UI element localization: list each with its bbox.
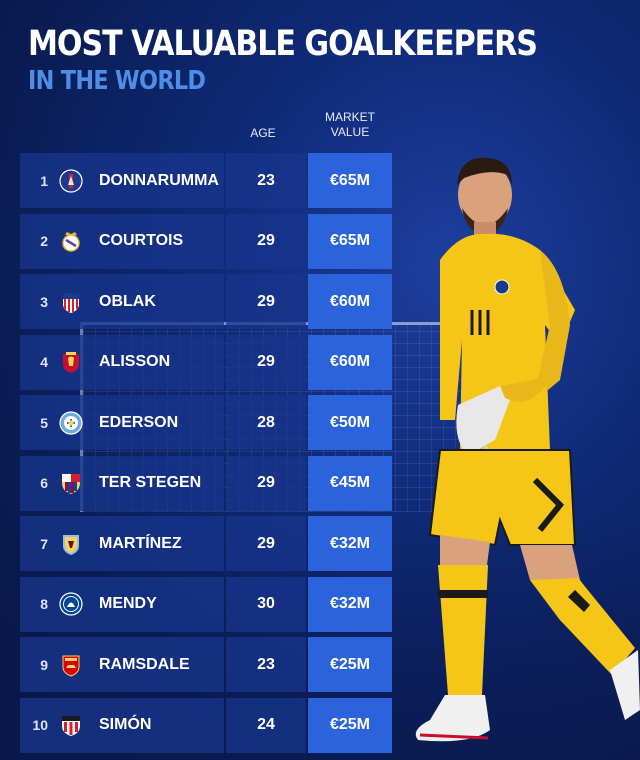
rank-number: 8 [40, 596, 48, 612]
player-age: 23 [226, 153, 306, 208]
rank-number: 3 [40, 293, 48, 310]
player-cell: 1 DONNARUMMA [20, 153, 224, 208]
player-market-value: €50M [308, 395, 392, 450]
player-name: ALISSON [99, 353, 171, 370]
player-name: EDERSON [99, 413, 179, 431]
age-column-header: AGE [250, 126, 276, 140]
player-cell: 9 RAMSDALE [20, 637, 224, 692]
player-market-value: €25M [308, 697, 392, 753]
player-name: OBLAK [99, 292, 156, 310]
player-age: 29 [226, 274, 306, 329]
player-cell: 8 MENDY [20, 576, 224, 632]
player-name: COURTOIS [99, 232, 184, 249]
player-age: 24 [226, 697, 306, 753]
rank-number: 4 [40, 354, 48, 370]
table-row: 8 MENDY 30 €32M [20, 576, 392, 632]
table-row: 1 DONNARUMMA 23 €65M [20, 153, 392, 208]
player-cell: 6 TER STEGEN [20, 455, 224, 511]
player-age: 28 [226, 395, 306, 450]
rank-number: 6 [40, 475, 48, 491]
rank-number: 7 [40, 535, 48, 552]
ranking-table: 1 DONNARUMMA 23 €65M 2 COURTOIS 29 €65M … [20, 153, 392, 758]
table-row: 6 TER STEGEN 29 €45M [20, 455, 392, 511]
player-age: 29 [226, 516, 306, 571]
player-age: 29 [226, 334, 306, 390]
player-market-value: €25M [308, 637, 392, 692]
player-market-value: €32M [308, 516, 392, 571]
goalkeeper-photo [400, 150, 640, 760]
table-row: 9 RAMSDALE 23 €25M [20, 637, 392, 692]
player-cell: 10 SIMÓN [20, 697, 224, 753]
barcelona-crest-icon [59, 471, 83, 495]
rank-number: 5 [40, 414, 48, 431]
psg-crest-icon [59, 168, 83, 193]
atletico-madrid-crest-icon [59, 290, 83, 314]
player-cell: 3 OBLAK [20, 274, 224, 329]
table-row: 5 EDERSON 28 €50M [20, 395, 392, 450]
man-city-crest-icon [59, 410, 83, 435]
market-value-header-line1: MARKET [324, 110, 375, 124]
market-value-header-line2: VALUE [330, 125, 370, 139]
rank-number: 9 [40, 656, 48, 673]
player-name: TER STEGEN [99, 474, 202, 491]
player-name: MARTÍNEZ [99, 534, 182, 552]
rank-number: 1 [40, 172, 48, 189]
athletic-bilbao-crest-icon [59, 713, 83, 737]
table-row: 3 OBLAK 29 €60M [20, 274, 392, 329]
page-title: MOST VALUABLE GOALKEEPERS [28, 24, 538, 64]
player-market-value: €60M [308, 334, 392, 390]
player-cell: 2 COURTOIS [20, 213, 224, 269]
player-cell: 7 MARTÍNEZ [20, 516, 224, 571]
player-market-value: €32M [308, 576, 392, 632]
real-madrid-crest-icon [59, 229, 83, 253]
chelsea-crest-icon [59, 592, 83, 616]
player-age: 23 [226, 637, 306, 692]
player-age: 30 [226, 576, 306, 632]
player-name: MENDY [99, 595, 157, 612]
player-cell: 4 ALISSON [20, 334, 224, 390]
page-subtitle: IN THE WORLD [28, 66, 206, 96]
player-market-value: €60M [308, 274, 392, 329]
player-name: SIMÓN [99, 716, 152, 733]
rank-number: 2 [40, 233, 48, 249]
player-name: DONNARUMMA [99, 171, 219, 189]
player-market-value: €65M [308, 213, 392, 269]
arsenal-crest-icon [59, 653, 83, 677]
market-value-column-header: MARKET VALUE [308, 110, 392, 140]
table-row: 4 ALISSON 29 €60M [20, 334, 392, 390]
player-cell: 5 EDERSON [20, 395, 224, 450]
table-row: 2 COURTOIS 29 €65M [20, 213, 392, 269]
aston-villa-crest-icon [59, 532, 83, 556]
player-market-value: €45M [308, 455, 392, 511]
liverpool-crest-icon [59, 350, 83, 374]
player-age: 29 [226, 213, 306, 269]
player-age: 29 [226, 455, 306, 511]
table-row: 7 MARTÍNEZ 29 €32M [20, 516, 392, 571]
rank-number: 10 [32, 717, 48, 733]
table-row: 10 SIMÓN 24 €25M [20, 697, 392, 753]
player-name: RAMSDALE [99, 655, 190, 673]
player-market-value: €65M [308, 153, 392, 208]
